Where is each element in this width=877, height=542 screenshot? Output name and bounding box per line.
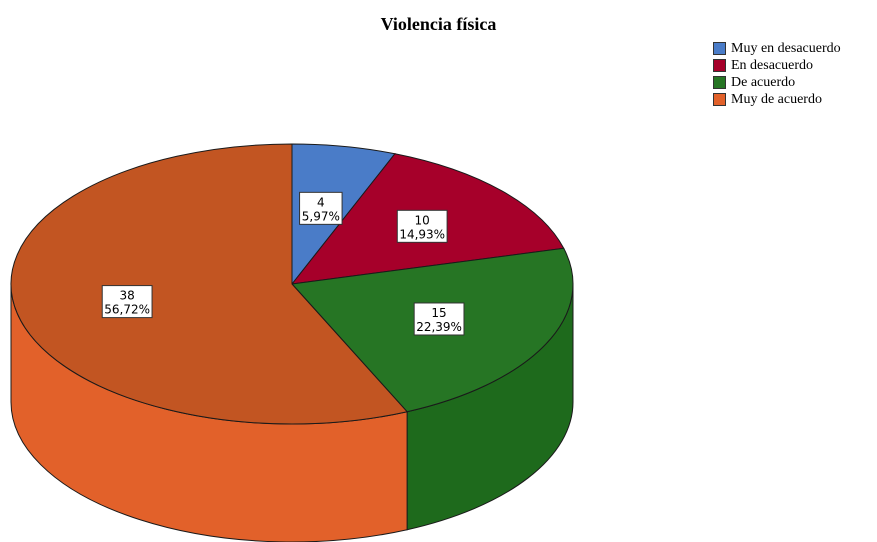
- data-label-box: [413, 302, 465, 336]
- legend-label: Muy en desacuerdo: [731, 40, 841, 56]
- legend-item: De acuerdo: [713, 74, 841, 91]
- data-label-value: 15: [431, 306, 446, 320]
- legend-swatch: [713, 93, 726, 106]
- data-label-value: 4: [317, 195, 325, 209]
- data-label-box: [101, 285, 153, 319]
- data-label-percent: 5,97%: [302, 209, 340, 223]
- pie-top: [10, 143, 574, 425]
- legend: Muy en desacuerdo En desacuerdo De acuer…: [713, 40, 841, 108]
- legend-item: En desacuerdo: [713, 57, 841, 74]
- legend-label: De acuerdo: [731, 74, 796, 90]
- legend-item: Muy en desacuerdo: [713, 40, 841, 57]
- chart-title: Violencia física: [380, 14, 497, 34]
- legend-swatch: [713, 76, 726, 89]
- legend-label: Muy de acuerdo: [731, 91, 822, 107]
- pie-slice: [10, 143, 409, 425]
- data-label-value: 38: [119, 289, 134, 303]
- data-label-box: [299, 191, 343, 225]
- legend-swatch: [713, 59, 726, 72]
- data-label-percent: 14,93%: [399, 227, 445, 241]
- data-label: 45,97%: [299, 191, 343, 225]
- legend-swatch: [713, 42, 726, 55]
- data-label-percent: 22,39%: [416, 320, 462, 334]
- legend-item: Muy de acuerdo: [713, 91, 841, 108]
- data-label-value: 10: [415, 213, 430, 227]
- data-label-box: [396, 209, 448, 243]
- legend-label: En desacuerdo: [731, 57, 814, 73]
- data-label-percent: 56,72%: [104, 303, 150, 317]
